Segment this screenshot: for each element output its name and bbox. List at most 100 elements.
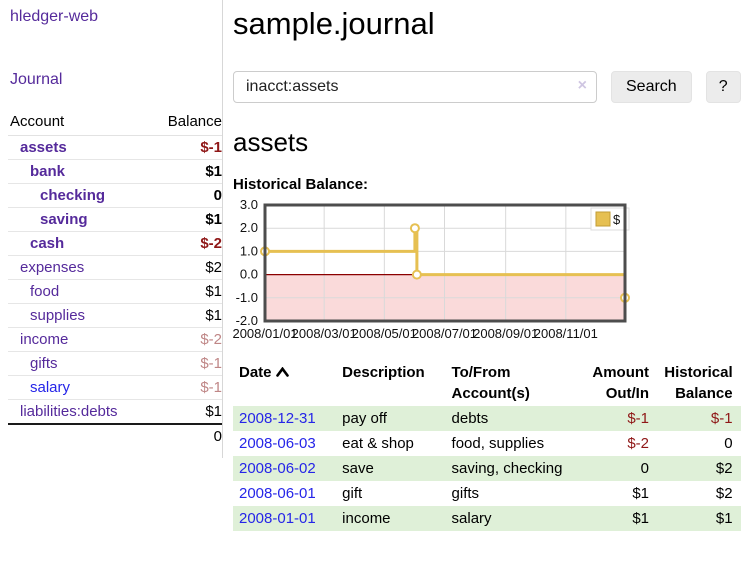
account-name-cell: salary bbox=[8, 375, 150, 400]
chart-title: Historical Balance: bbox=[233, 176, 369, 193]
account-link[interactable]: cash bbox=[30, 235, 65, 252]
account-link[interactable]: food bbox=[30, 283, 60, 300]
search-button[interactable]: Search bbox=[611, 71, 692, 103]
accounts-header-row: Account Balance bbox=[8, 109, 222, 136]
transaction-row: 2008-12-31 pay off debts $-1 $-1 bbox=[233, 406, 741, 431]
account-balance: $2 bbox=[149, 255, 222, 280]
transaction-accounts: debts bbox=[451, 410, 489, 427]
account-balance: $1 bbox=[149, 159, 222, 184]
chart-x-tick-label: 2008/07/01 bbox=[412, 326, 477, 341]
transaction-date-link[interactable]: 2008-06-01 bbox=[239, 485, 316, 502]
chart-x-tick-label: 2008/01/01 bbox=[232, 326, 297, 341]
transaction-amount: $-2 bbox=[627, 435, 650, 452]
account-link[interactable]: checking bbox=[40, 187, 106, 204]
transaction-description: save bbox=[342, 460, 374, 477]
transaction-description: eat & shop bbox=[342, 435, 414, 452]
account-link[interactable]: bank bbox=[30, 163, 66, 180]
chart-x-tick-label: 2008/09/01 bbox=[473, 326, 538, 341]
transaction-row: 2008-06-03 eat & shop food, supplies $-2 0 bbox=[233, 431, 741, 456]
chart-legend-label: $ bbox=[613, 212, 621, 227]
register-header-balance: Historical Balance bbox=[664, 364, 733, 402]
register-header-description: Description bbox=[342, 364, 425, 381]
transaction-amount: 0 bbox=[640, 460, 650, 477]
account-link[interactable]: gifts bbox=[30, 355, 58, 372]
date-header-label: Date bbox=[239, 364, 272, 381]
account-row: gifts $-1 bbox=[8, 351, 222, 376]
clear-search-icon[interactable]: × bbox=[577, 77, 587, 94]
accounts-table: Account Balance assets $-1 bank $1 checking 0… bbox=[8, 109, 222, 448]
register-table: Date Description To/From Account(s) Amou… bbox=[233, 360, 741, 531]
account-link[interactable]: supplies bbox=[30, 307, 86, 324]
chart-data-point-marker bbox=[409, 223, 420, 234]
register-header-amount: Amount Out/In bbox=[592, 364, 650, 402]
transaction-date-link[interactable]: 2008-12-31 bbox=[239, 410, 316, 427]
brand-link[interactable]: hledger-web bbox=[10, 8, 99, 25]
account-name-cell: food bbox=[8, 279, 150, 304]
account-balance: $1 bbox=[149, 399, 222, 425]
account-balance: $-1 bbox=[149, 375, 222, 400]
page-title: sample.journal bbox=[233, 6, 435, 41]
chart-y-tick-label: 0.0 bbox=[240, 267, 258, 282]
help-button[interactable]: ? bbox=[705, 71, 741, 103]
account-name-cell: supplies bbox=[8, 303, 150, 328]
register-header-accounts: To/From Account(s) bbox=[451, 364, 530, 402]
register-header-date[interactable]: Date bbox=[233, 360, 336, 406]
account-name-cell: saving bbox=[8, 207, 150, 232]
account-row: supplies $1 bbox=[8, 303, 222, 328]
chart-y-tick-label: 1.0 bbox=[240, 243, 258, 258]
account-link[interactable]: income bbox=[20, 331, 69, 348]
accounts-header-balance: Balance bbox=[149, 109, 222, 136]
account-link[interactable]: salary bbox=[30, 379, 71, 396]
chevron-up-icon bbox=[275, 366, 289, 377]
account-row: cash $-2 bbox=[8, 231, 222, 256]
transaction-balance: $2 bbox=[715, 460, 733, 477]
transaction-date-cell: 2008-06-03 bbox=[233, 431, 336, 456]
account-link[interactable]: liabilities:debts bbox=[20, 403, 118, 420]
accounts-header-account: Account bbox=[8, 109, 150, 136]
chart-x-tick-label: 2008/11/01 bbox=[534, 326, 598, 341]
transaction-row: 2008-01-01 income salary $1 $1 bbox=[233, 506, 741, 531]
accounts-total-value: 0 bbox=[149, 423, 222, 448]
account-row: food $1 bbox=[8, 279, 222, 304]
app-window: hledger-web Journal Account Balance asse… bbox=[8, 0, 741, 531]
account-heading: assets bbox=[233, 127, 309, 157]
account-row: bank $1 bbox=[8, 159, 222, 184]
account-balance: $1 bbox=[149, 279, 222, 304]
account-link[interactable]: assets bbox=[20, 139, 67, 156]
chart-x-tick-label: 2008/05/01 bbox=[352, 326, 417, 341]
transaction-amount: $1 bbox=[632, 510, 650, 527]
account-link[interactable]: saving bbox=[40, 211, 88, 228]
transaction-date-link[interactable]: 2008-01-01 bbox=[239, 510, 316, 527]
transaction-date-link[interactable]: 2008-06-03 bbox=[239, 435, 316, 452]
transaction-date-cell: 2008-12-31 bbox=[233, 406, 336, 431]
register-header-row: Date Description To/From Account(s) Amou… bbox=[233, 360, 741, 406]
transaction-date-link[interactable]: 2008-06-02 bbox=[239, 460, 316, 477]
chart-y-tick-label: 2.0 bbox=[240, 220, 258, 235]
account-balance: 0 bbox=[149, 183, 222, 208]
account-name-cell: expenses bbox=[8, 255, 150, 280]
sidebar-item-journal[interactable]: Journal bbox=[10, 71, 63, 88]
transaction-date-cell: 2008-06-02 bbox=[233, 456, 336, 481]
account-name-cell: liabilities:debts bbox=[8, 399, 150, 425]
transaction-accounts: salary bbox=[451, 510, 492, 527]
search-input[interactable] bbox=[233, 71, 597, 103]
account-row: saving $1 bbox=[8, 207, 222, 232]
transaction-balance: 0 bbox=[724, 435, 733, 452]
account-link[interactable]: expenses bbox=[20, 259, 85, 276]
transaction-description: gift bbox=[342, 485, 363, 502]
chart-legend-swatch bbox=[595, 211, 611, 227]
transaction-amount: $-1 bbox=[627, 410, 650, 427]
account-name-cell: income bbox=[8, 327, 150, 352]
account-row: salary $-1 bbox=[8, 375, 222, 400]
chart-data-point-marker bbox=[411, 269, 422, 280]
transaction-accounts: gifts bbox=[451, 485, 480, 502]
transaction-amount: $1 bbox=[632, 485, 650, 502]
transaction-date-cell: 2008-06-01 bbox=[233, 481, 336, 506]
account-row: assets $-1 bbox=[8, 135, 222, 160]
accounts-total-row: 0 bbox=[8, 423, 222, 448]
account-balance: $1 bbox=[149, 207, 222, 232]
transaction-balance: $-1 bbox=[710, 410, 733, 427]
chart-y-tick-label: -1.0 bbox=[236, 290, 258, 305]
account-name-cell: gifts bbox=[8, 351, 150, 376]
account-row: checking 0 bbox=[8, 183, 222, 208]
